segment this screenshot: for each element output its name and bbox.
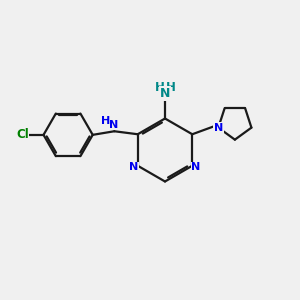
Text: Cl: Cl	[16, 128, 29, 141]
Text: H: H	[155, 81, 164, 94]
Text: N: N	[160, 87, 170, 100]
Text: N: N	[130, 162, 139, 172]
Text: H: H	[166, 81, 176, 94]
Text: N: N	[214, 123, 223, 133]
Text: N: N	[191, 162, 200, 172]
Text: H: H	[101, 116, 110, 126]
Text: N: N	[109, 120, 118, 130]
